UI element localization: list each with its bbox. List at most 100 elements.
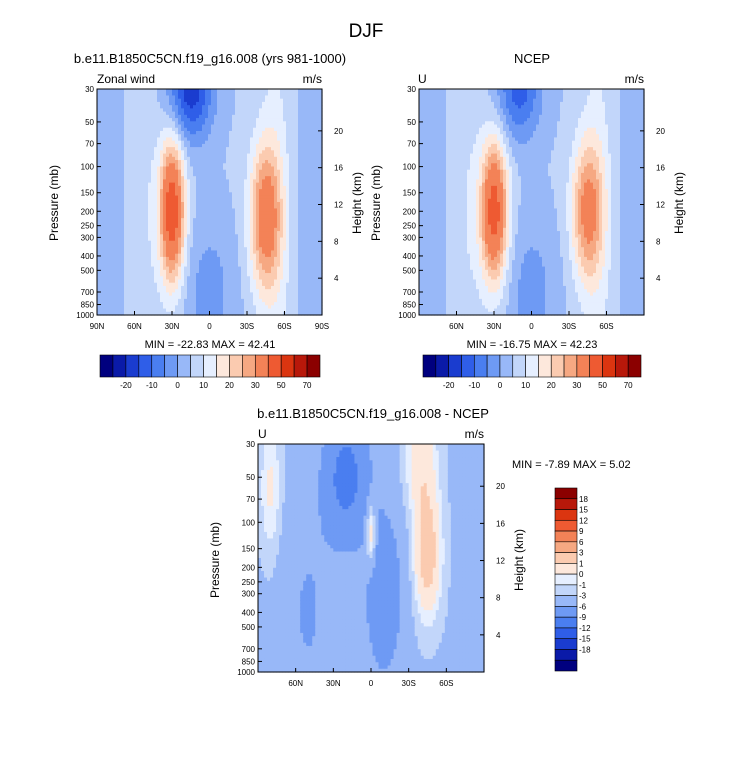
heatmap-cell (199, 172, 203, 177)
heatmap-cell (244, 256, 248, 261)
heatmap-cell (244, 289, 248, 293)
heatmap-cell (136, 114, 140, 119)
heatmap-cell (172, 269, 176, 274)
heatmap-cell (277, 198, 281, 203)
heatmap-cell (100, 260, 104, 264)
heatmap-cell (301, 256, 305, 261)
heatmap-cell (133, 166, 137, 171)
heatmap-cell (145, 231, 149, 235)
heatmap-cell (115, 121, 119, 126)
heatmap-cell (271, 101, 275, 106)
heatmap-cell (184, 298, 188, 303)
heatmap-cell (166, 289, 170, 293)
heatmap-cell (118, 292, 122, 297)
heatmap-cell (199, 227, 203, 232)
heatmap-cell (196, 189, 200, 193)
heatmap-cell (187, 179, 191, 184)
heatmap-cell (154, 172, 158, 177)
heatmap-cell (214, 250, 218, 255)
heatmap-cell (199, 92, 203, 97)
heatmap-cell (190, 273, 194, 277)
heatmap-cell (196, 137, 200, 142)
heatmap-cell (202, 266, 206, 271)
heatmap-cell (247, 192, 251, 197)
heatmap-cell (298, 305, 302, 310)
heatmap-cell (208, 121, 212, 126)
heatmap-cell (268, 276, 272, 281)
heatmap-cell (163, 305, 167, 310)
heatmap-cell (283, 147, 287, 151)
heatmap-cell (250, 147, 254, 151)
heatmap-cell (256, 227, 260, 232)
heatmap-cell (115, 211, 119, 216)
heatmap-cell (139, 298, 143, 303)
heatmap-cell (184, 198, 188, 203)
heatmap-cell (286, 185, 290, 190)
heatmap-cell (100, 189, 104, 193)
heatmap-cell (301, 276, 305, 281)
heatmap-cell (100, 147, 104, 151)
heatmap-cell (259, 160, 263, 164)
heatmap-cell (244, 273, 248, 277)
heatmap-cell (178, 163, 182, 168)
heatmap-cell (187, 198, 191, 203)
heatmap-cell (151, 147, 155, 151)
heatmap-cell (181, 185, 185, 190)
heatmap-cell (253, 137, 257, 142)
heatmap-cell (118, 198, 122, 203)
heatmap-cell (235, 127, 239, 132)
heatmap-cell (124, 105, 128, 109)
heatmap-cell (169, 250, 173, 255)
heatmap-cell (136, 282, 140, 287)
heatmap-cell (265, 95, 269, 100)
heatmap-cell (124, 243, 128, 248)
heatmap-cell (154, 205, 158, 210)
heatmap-cell (166, 311, 170, 316)
heatmap-cell (121, 289, 125, 293)
heatmap-cell (106, 282, 110, 287)
heatmap-cell (151, 292, 155, 297)
heatmap-cell (190, 182, 194, 187)
heatmap-cell (223, 108, 227, 113)
heatmap-cell (262, 118, 266, 122)
heatmap-cell (310, 130, 314, 135)
heatmap-cell (211, 156, 215, 161)
heatmap-cell (112, 237, 116, 242)
heatmap-cell (157, 247, 161, 252)
heatmap-cell (205, 218, 209, 222)
heatmap-cell (259, 302, 263, 306)
heatmap-cell (199, 305, 203, 310)
heatmap-cell (190, 160, 194, 164)
heatmap-cell (214, 295, 218, 300)
heatmap-cell (298, 198, 302, 203)
heatmap-cell (142, 95, 146, 100)
heatmap-cell (286, 105, 290, 109)
heatmap-cell (271, 118, 275, 122)
heatmap-cell (211, 143, 215, 148)
heatmap-cell (295, 95, 299, 100)
heatmap-cell (178, 240, 182, 245)
heatmap-cell (142, 295, 146, 300)
heatmap-cell (139, 263, 143, 268)
heatmap-cell (283, 130, 287, 135)
heatmap-cell (223, 298, 227, 303)
heatmap-cell (235, 295, 239, 300)
heatmap-cell (133, 130, 137, 135)
heatmap-cell (229, 214, 233, 219)
heatmap-cell (262, 263, 266, 268)
heatmap-cell (172, 176, 176, 180)
heatmap-cell (292, 302, 296, 306)
heatmap-cell (112, 292, 116, 297)
heatmap-cell (139, 243, 143, 248)
heatmap-cell (139, 169, 143, 174)
heatmap-cell (154, 285, 158, 290)
heatmap-cell (160, 147, 164, 151)
heatmap-cell (283, 292, 287, 297)
heatmap-cell (286, 182, 290, 187)
heatmap-cell (136, 305, 140, 310)
heatmap-cell (268, 169, 272, 174)
heatmap-cell (235, 134, 239, 139)
heatmap-cell (298, 140, 302, 145)
heatmap-cell (154, 166, 158, 171)
heatmap-cell (130, 185, 134, 190)
